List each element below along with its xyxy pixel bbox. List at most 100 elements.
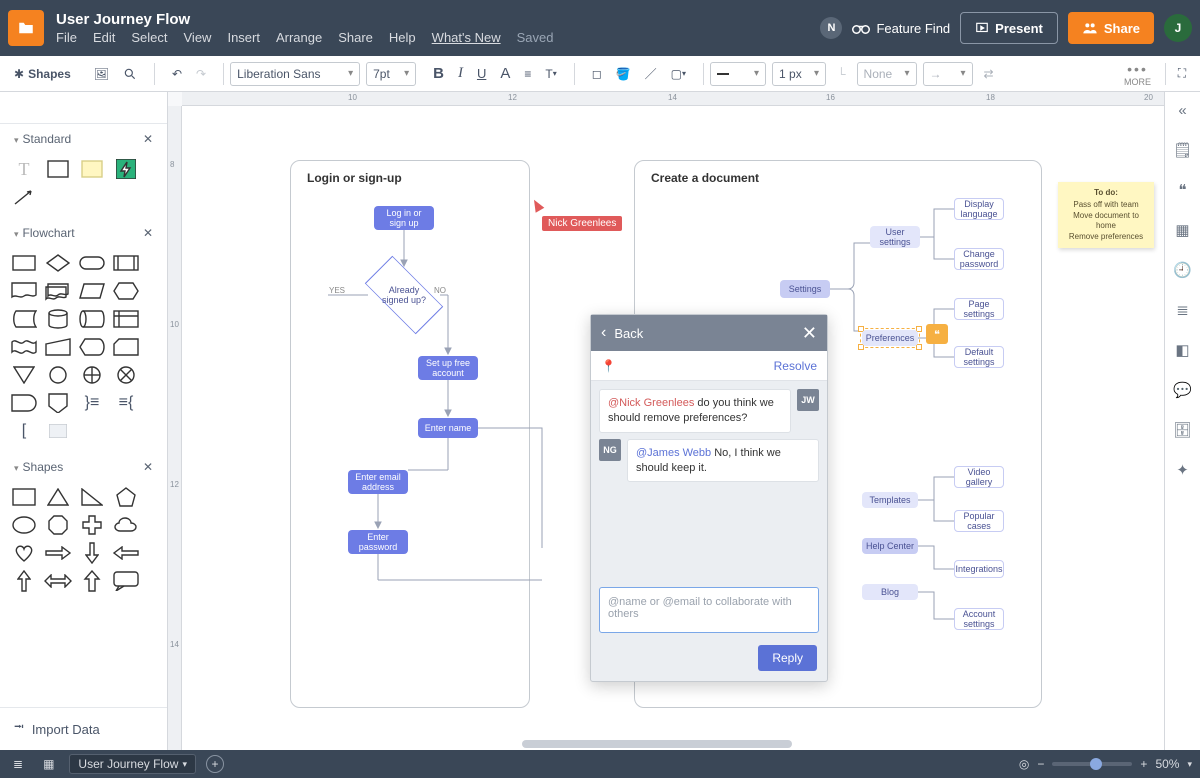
paint-bucket-icon[interactable]: 🪣 [611,64,636,84]
search-icon[interactable] [118,64,142,84]
canvas[interactable]: Login or sign-up Create a document YES N… [182,106,1164,750]
zoom-in-button[interactable]: + [1140,757,1147,771]
fc-brace-right-icon[interactable]: }≡ [78,392,106,414]
section-shapes[interactable]: ▾Shapes✕ [0,452,167,482]
back-button[interactable]: Back [614,326,643,341]
arrow-end-select[interactable]: → [923,62,973,86]
sticky-note[interactable]: To do: Pass off with team Move document … [1058,182,1154,248]
line-style-button[interactable]: ／ [640,62,662,85]
node-accountsettings[interactable]: Account settings [954,608,1004,630]
present-panel-icon[interactable]: ▦ [1171,218,1195,242]
fc-connector-icon[interactable] [44,364,72,386]
node-enteremail[interactable]: Enter email address [348,470,408,494]
zoom-level[interactable]: 50% [1155,757,1179,771]
fc-directdata-icon[interactable] [78,308,106,330]
menu-help[interactable]: Help [389,30,416,45]
reply-button[interactable]: Reply [758,645,817,671]
node-setup[interactable]: Set up free account [418,356,478,380]
history-icon[interactable]: 🕘 [1171,258,1195,282]
fc-database-icon[interactable] [44,308,72,330]
sh-arrowl-icon[interactable] [112,542,140,564]
line-color-select[interactable] [710,62,766,86]
sh-arrowd-icon[interactable] [78,542,106,564]
fc-data-icon[interactable] [78,280,106,302]
node-blog[interactable]: Blog [862,584,918,600]
page-select[interactable]: User Journey Flow▾ [69,754,196,774]
fc-stored-icon[interactable] [10,308,38,330]
image-icon[interactable]: 🖼 [89,64,114,84]
close-icon[interactable]: ✕ [143,226,153,240]
text-options-button[interactable]: T▾ [540,64,561,84]
sh-arrowr-icon[interactable] [44,542,72,564]
node-entername[interactable]: Enter name [418,418,478,438]
node-pagesettings[interactable]: Page settings [954,298,1004,320]
close-icon[interactable]: ✕ [143,132,153,146]
menu-whats-new[interactable]: What's New [432,30,501,45]
note-shape-icon[interactable] [78,158,106,180]
line-corner-icon[interactable]: └ [832,64,851,84]
undo-button[interactable]: ↶ [167,64,187,84]
container-login[interactable]: Login or sign-up [290,160,530,708]
import-data-button[interactable]: ⭲ Import Data [0,707,167,750]
fc-rect-icon[interactable] [10,252,38,274]
node-enterpwd[interactable]: Enter password [348,530,408,554]
sh-rtriangle-icon[interactable] [78,486,106,508]
sh-callout-icon[interactable] [112,570,140,592]
node-settings[interactable]: Settings [780,280,830,298]
fc-offpage-icon[interactable] [44,392,72,414]
fc-tape-icon[interactable] [10,336,38,358]
text-shape-icon[interactable]: T [10,158,38,180]
node-templates[interactable]: Templates [862,492,918,508]
menu-arrange[interactable]: Arrange [276,30,322,45]
comment-input[interactable]: @name or @email to collaborate with othe… [599,587,819,633]
text-color-button[interactable]: A [495,62,515,85]
sync-icon[interactable]: ◎ [1019,757,1029,771]
add-page-button[interactable]: + [206,755,224,773]
rect-shape-icon[interactable] [44,158,72,180]
redo-button[interactable]: ↷ [191,64,211,84]
more-button[interactable]: •••MORE [1116,61,1159,87]
fc-multidoc-icon[interactable] [44,280,72,302]
sh-ellipse-icon[interactable] [10,514,38,536]
quote-icon[interactable]: ❝ [1171,178,1195,202]
node-videogallery[interactable]: Video gallery [954,466,1004,488]
node-preferences[interactable]: Preferences [862,330,918,346]
h-scrollbar[interactable] [522,740,792,748]
shape-options-button[interactable]: ▢▾ [666,64,691,84]
sh-cross-icon[interactable] [78,514,106,536]
comment-anchor-icon[interactable]: ❝ [926,324,948,344]
share-button[interactable]: Share [1068,12,1154,44]
menu-view[interactable]: View [184,30,212,45]
grid-view-icon[interactable]: ▦ [38,754,59,774]
fc-diamond-icon[interactable] [44,252,72,274]
sh-arrowur-icon[interactable] [78,570,106,592]
fc-display-icon[interactable] [78,336,106,358]
app-logo[interactable] [8,10,44,46]
close-icon[interactable]: ✕ [143,460,153,474]
fullscreen-icon[interactable]: ⛶ [1172,64,1192,84]
sh-arrowlr-icon[interactable] [44,570,72,592]
arrow-shape-icon[interactable] [10,186,38,208]
align-button[interactable]: ≡ [519,64,536,84]
magic-icon[interactable]: ✦ [1171,458,1195,482]
fc-delay-icon[interactable] [10,392,38,414]
notes-icon[interactable]: 🗒 [1171,138,1195,162]
close-icon[interactable]: ✕ [802,323,817,344]
fc-terminator-icon[interactable] [78,252,106,274]
italic-button[interactable]: I [453,62,468,85]
node-integrations[interactable]: Integrations [954,560,1004,578]
gear-icon[interactable]: ✱ [14,67,24,81]
sh-arrowu-icon[interactable] [10,570,38,592]
shape-fill-button[interactable]: ◻ [587,64,607,84]
menu-share[interactable]: Share [338,30,373,45]
feature-find[interactable]: Feature Find [852,21,950,36]
zoom-out-button[interactable]: − [1037,757,1044,771]
node-changepwd[interactable]: Change password [954,248,1004,270]
sh-rect-icon[interactable] [10,486,38,508]
zoom-slider[interactable] [1052,762,1132,766]
node-helpcenter[interactable]: Help Center [862,538,918,554]
present-button[interactable]: Present [960,12,1058,44]
bold-button[interactable]: B [428,62,449,85]
fc-card-icon[interactable] [112,336,140,358]
sh-triangle-icon[interactable] [44,486,72,508]
